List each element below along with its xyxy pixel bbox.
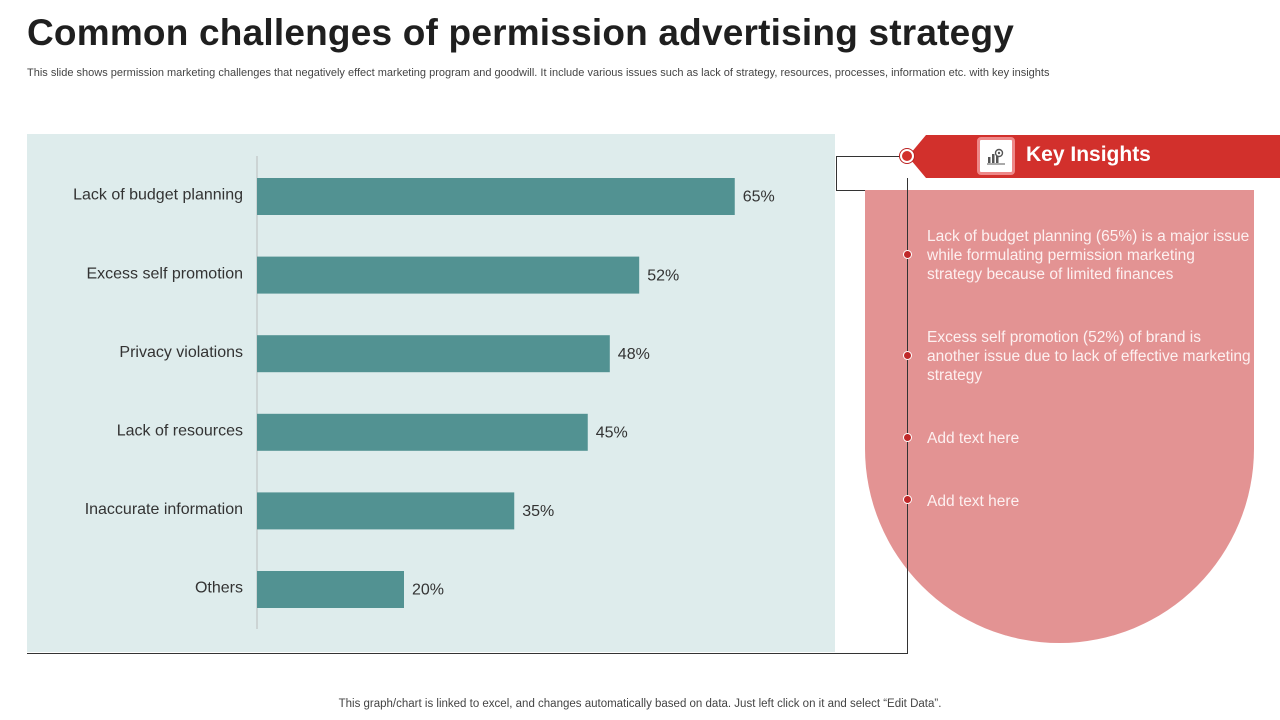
insights-timeline <box>907 178 908 654</box>
bar[interactable] <box>257 492 515 530</box>
connector-line-top <box>836 156 908 157</box>
insight-item-4: Add text here <box>927 493 1020 510</box>
bar[interactable] <box>257 571 404 608</box>
connector-line-mid <box>836 190 866 191</box>
chart-insight-icon <box>977 137 1015 175</box>
slide-title: Common challenges of permission advertis… <box>27 12 1015 53</box>
data-label: 35% <box>522 503 554 520</box>
data-label: 52% <box>647 267 679 284</box>
data-label: 65% <box>743 189 775 206</box>
bar[interactable] <box>257 335 610 373</box>
insight-item-1: Lack of budget planning (65%) is a major… <box>927 228 1250 283</box>
category-label: Privacy violations <box>119 344 243 361</box>
insight-item-2: Excess self promotion (52%) of brand is … <box>927 329 1251 384</box>
insight-bullet <box>903 351 912 360</box>
insight-bullet <box>903 250 912 259</box>
insight-bullet <box>903 433 912 442</box>
category-label: Excess self promotion <box>86 265 243 282</box>
connector-line-bottom <box>27 653 908 654</box>
footer-note: This graph/chart is linked to excel, and… <box>338 698 942 710</box>
category-label: Inaccurate information <box>85 501 243 518</box>
banner-dot <box>900 149 914 163</box>
category-label: Lack of resources <box>117 423 243 440</box>
insights-header-banner <box>908 135 1280 178</box>
bar-chart[interactable]: Lack of budget planning 65% Excess self pr… <box>27 134 835 652</box>
connector-line-left <box>836 156 837 190</box>
bar[interactable] <box>257 256 640 294</box>
insights-panel <box>865 190 1254 643</box>
bar[interactable] <box>257 178 735 215</box>
category-label: Others <box>195 580 243 597</box>
insights-title: Key Insights <box>1026 143 1151 166</box>
data-label: 48% <box>618 346 650 363</box>
category-label: Lack of budget planning <box>73 187 243 204</box>
insight-bullet <box>903 495 912 504</box>
data-label: 20% <box>412 582 444 599</box>
data-label: 45% <box>596 425 628 442</box>
insight-item-3: Add text here <box>927 430 1020 447</box>
bar[interactable] <box>257 413 588 451</box>
chart-panel: Lack of budget planning 65% Excess self pr… <box>27 134 835 652</box>
slide-subtitle: This slide shows permission marketing ch… <box>27 67 1050 79</box>
